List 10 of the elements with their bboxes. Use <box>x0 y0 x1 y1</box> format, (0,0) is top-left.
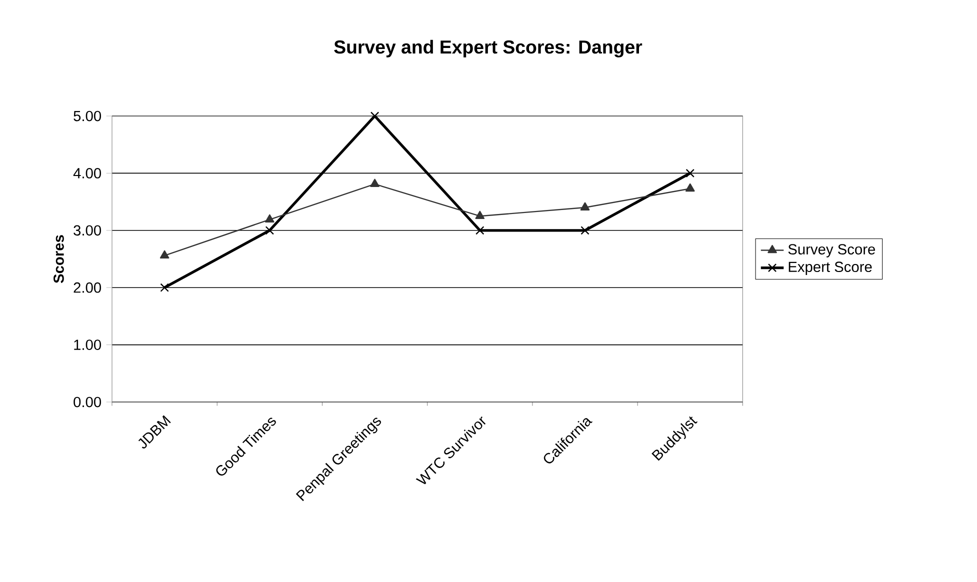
legend-label: Expert Score <box>788 262 872 275</box>
chart-title: Survey and Expert Scores: Danger <box>334 40 642 58</box>
y-tick-label: 4.00 <box>73 168 102 178</box>
y-tick-label: 0.00 <box>74 396 102 408</box>
y-tick-label: 2.00 <box>74 282 102 293</box>
y-tick-label: 3.00 <box>74 225 102 236</box>
y-axis-title: Scores <box>54 235 64 284</box>
y-tick-label: 1.00 <box>74 340 102 350</box>
y-tick-label: 5.00 <box>74 110 102 122</box>
legend-label: Survey Score <box>788 244 876 258</box>
